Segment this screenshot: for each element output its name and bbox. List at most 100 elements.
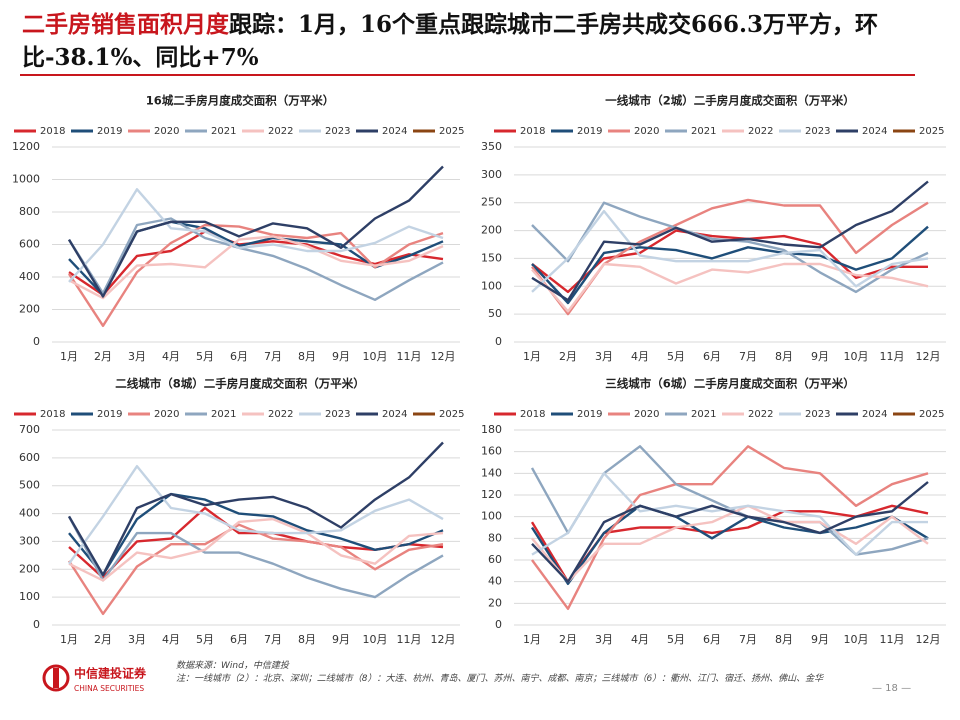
x-tick-label: 4月 (162, 350, 180, 363)
y-tick-label: 140 (481, 466, 502, 479)
series-line (67, 515, 444, 599)
series-line (531, 209, 929, 293)
x-tick-label: 10月 (844, 350, 869, 363)
legend-label: 2021 (691, 126, 716, 137)
x-tick-label: 10月 (363, 350, 388, 363)
series-line (68, 465, 444, 565)
logo-mark (53, 668, 59, 688)
x-tick-label: 4月 (631, 633, 649, 646)
legend-label: 2018 (520, 409, 545, 420)
x-tick-label: 9月 (332, 350, 350, 363)
x-tick-label: 6月 (703, 633, 721, 646)
x-tick-label: 5月 (667, 350, 685, 363)
legend-label: 2024 (382, 126, 407, 137)
x-tick-label: 2月 (94, 633, 112, 646)
x-tick-label: 1月 (523, 350, 541, 363)
x-tick-label: 2月 (559, 633, 577, 646)
chart-title: 一线城市（2城）二手房月度成交面积（万平米） (605, 94, 855, 108)
legend-label: 2019 (577, 409, 602, 420)
x-tick-label: 11月 (397, 350, 422, 363)
x-tick-label: 5月 (196, 633, 214, 646)
y-tick-label: 180 (481, 423, 502, 436)
x-tick-label: 8月 (775, 633, 793, 646)
x-tick-label: 3月 (595, 350, 613, 363)
y-tick-label: 0 (33, 618, 40, 631)
x-tick-label: 12月 (431, 350, 456, 363)
x-tick-label: 7月 (264, 350, 282, 363)
y-tick-label: 100 (481, 279, 502, 292)
y-tick-label: 350 (481, 140, 502, 153)
y-tick-label: 800 (19, 205, 40, 218)
series-line (68, 517, 444, 582)
legend-label: 2024 (382, 409, 407, 420)
x-tick-label: 4月 (631, 350, 649, 363)
x-tick-label: 9月 (332, 633, 350, 646)
y-tick-label: 0 (495, 618, 502, 631)
legend-label: 2021 (211, 409, 236, 420)
legend-label: 2024 (862, 126, 887, 137)
y-tick-label: 700 (19, 423, 40, 436)
x-tick-label: 3月 (128, 633, 146, 646)
legend-label: 2023 (805, 409, 830, 420)
x-tick-label: 6月 (230, 350, 248, 363)
y-tick-label: 200 (481, 224, 502, 237)
source: 数据来源：Wind，中信建投 (176, 661, 289, 671)
y-tick-label: 250 (481, 196, 502, 209)
legend-label: 2021 (211, 126, 236, 137)
x-tick-label: 5月 (196, 350, 214, 363)
x-tick-label: 8月 (298, 350, 316, 363)
legend-label: 2019 (577, 126, 602, 137)
legend-label: 2020 (634, 126, 659, 137)
footer-notes: 数据来源：Wind，中信建投 注：一线城市（2）：北京、深圳；二线城市（8）：大… (176, 660, 836, 686)
legend-label: 2019 (97, 126, 122, 137)
y-tick-label: 300 (19, 534, 40, 547)
x-tick-label: 6月 (230, 633, 248, 646)
y-tick-label: 400 (19, 507, 40, 520)
series-line (67, 441, 444, 577)
x-tick-label: 12月 (431, 633, 456, 646)
y-tick-label: 100 (481, 510, 502, 523)
x-tick-label: 1月 (60, 350, 78, 363)
header-rule (20, 74, 915, 76)
legend-label: 2022 (748, 126, 773, 137)
legend-label: 2024 (862, 409, 887, 420)
logo-en: CHINA SECURITIES (74, 684, 144, 693)
legend-label: 2025 (919, 126, 944, 137)
page-number: — 18 — (872, 683, 912, 694)
legend-label: 2018 (40, 126, 65, 137)
x-tick-label: 11月 (397, 633, 422, 646)
y-tick-label: 160 (481, 445, 502, 458)
x-tick-label: 11月 (880, 633, 905, 646)
x-tick-label: 1月 (523, 633, 541, 646)
y-tick-label: 500 (19, 479, 40, 492)
series-line (531, 481, 929, 583)
series-line (67, 165, 444, 298)
legend-label: 2022 (268, 126, 293, 137)
legend-label: 2018 (40, 409, 65, 420)
y-tick-label: 60 (488, 553, 502, 566)
series-line (68, 492, 444, 577)
x-tick-label: 9月 (811, 350, 829, 363)
legend-label: 2019 (97, 409, 122, 420)
x-tick-label: 12月 (916, 350, 941, 363)
legend-label: 2023 (325, 409, 350, 420)
y-tick-label: 80 (488, 531, 502, 544)
x-tick-label: 7月 (739, 633, 757, 646)
chart: 三线城市（6城）二手房月度成交面积（万平米） 0 20 40 60 80 100 120 140… (481, 377, 946, 646)
chart: 二线城市（8城）二手房月度成交面积（万平米） 0 100 200 300 400 500 60… (14, 377, 464, 646)
series-line (531, 504, 929, 583)
legend-label: 2025 (439, 126, 464, 137)
chart-title: 三线城市（6城）二手房月度成交面积（万平米） (605, 377, 855, 391)
x-tick-label: 5月 (667, 633, 685, 646)
chart: 16城二手房月度成交面积（万平米） 0 200 400 600 800 1000 1200 1月… (12, 94, 464, 364)
x-tick-label: 12月 (916, 633, 941, 646)
y-tick-label: 150 (481, 251, 502, 264)
x-tick-label: 3月 (595, 633, 613, 646)
y-tick-label: 100 (19, 590, 40, 603)
y-tick-label: 20 (488, 596, 502, 609)
y-tick-label: 1000 (12, 173, 40, 186)
legend-label: 2025 (919, 409, 944, 420)
x-tick-label: 3月 (128, 350, 146, 363)
logo-mark (42, 664, 70, 692)
